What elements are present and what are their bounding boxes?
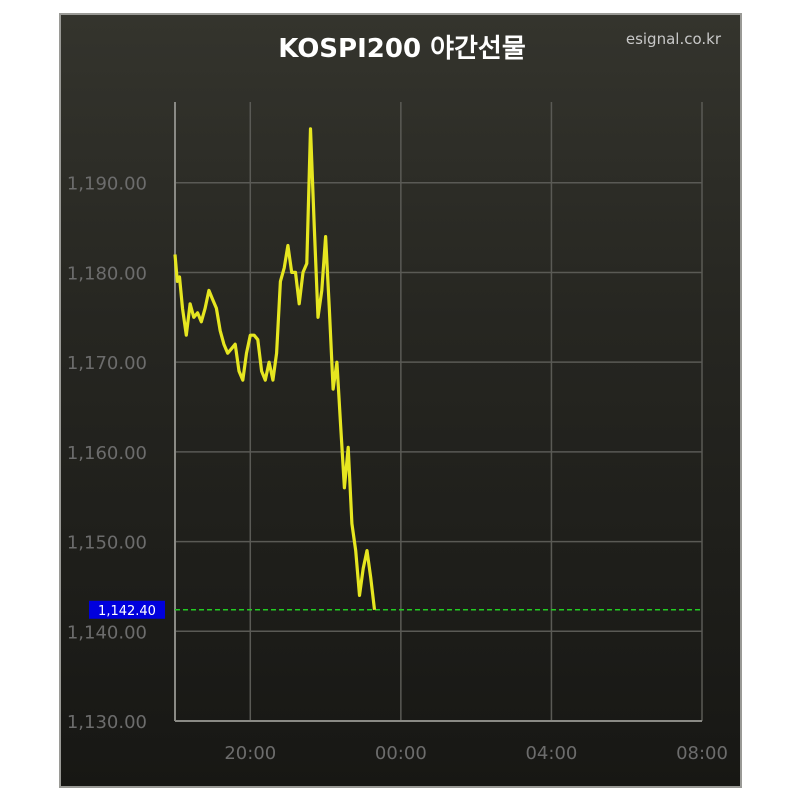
axes <box>174 102 702 722</box>
x-tick-label: 04:00 <box>525 743 577 764</box>
x-axis-ticks: 20:00 00:00 04:00 08:00 <box>224 743 728 764</box>
last-value-badge: 1,142.40 <box>89 600 165 619</box>
grid-lines <box>175 102 703 722</box>
y-tick-label: 1,180.00 <box>67 263 147 284</box>
brand-watermark: esignal.co.kr <box>626 30 722 48</box>
price-series-line <box>173 127 377 610</box>
last-value-badge-bg <box>89 600 165 619</box>
y-tick-label: 1,130.00 <box>67 712 147 733</box>
y-tick-label: 1,190.00 <box>67 174 147 195</box>
chart-title: KOSPI200 야간선물 <box>278 34 526 64</box>
price-chart: KOSPI200 야간선물 esignal.co.kr 1,130.00 1,14… <box>67 30 728 764</box>
y-tick-label: 1,140.00 <box>67 622 147 643</box>
chart-panel: KOSPI200 야간선물 esignal.co.kr 1,130.00 1,14… <box>59 13 742 788</box>
y-axis-ticks: 1,130.00 1,140.00 1,150.00 1,160.00 1,170.00… <box>67 174 147 733</box>
y-tick-label: 1,150.00 <box>67 533 147 554</box>
x-tick-label: 00:00 <box>375 743 427 764</box>
x-tick-label: 20:00 <box>224 743 276 764</box>
y-tick-label: 1,170.00 <box>67 353 147 374</box>
last-value-label: 1,142.40 <box>98 604 156 619</box>
x-tick-label: 08:00 <box>676 743 728 764</box>
y-tick-label: 1,160.00 <box>67 443 147 464</box>
